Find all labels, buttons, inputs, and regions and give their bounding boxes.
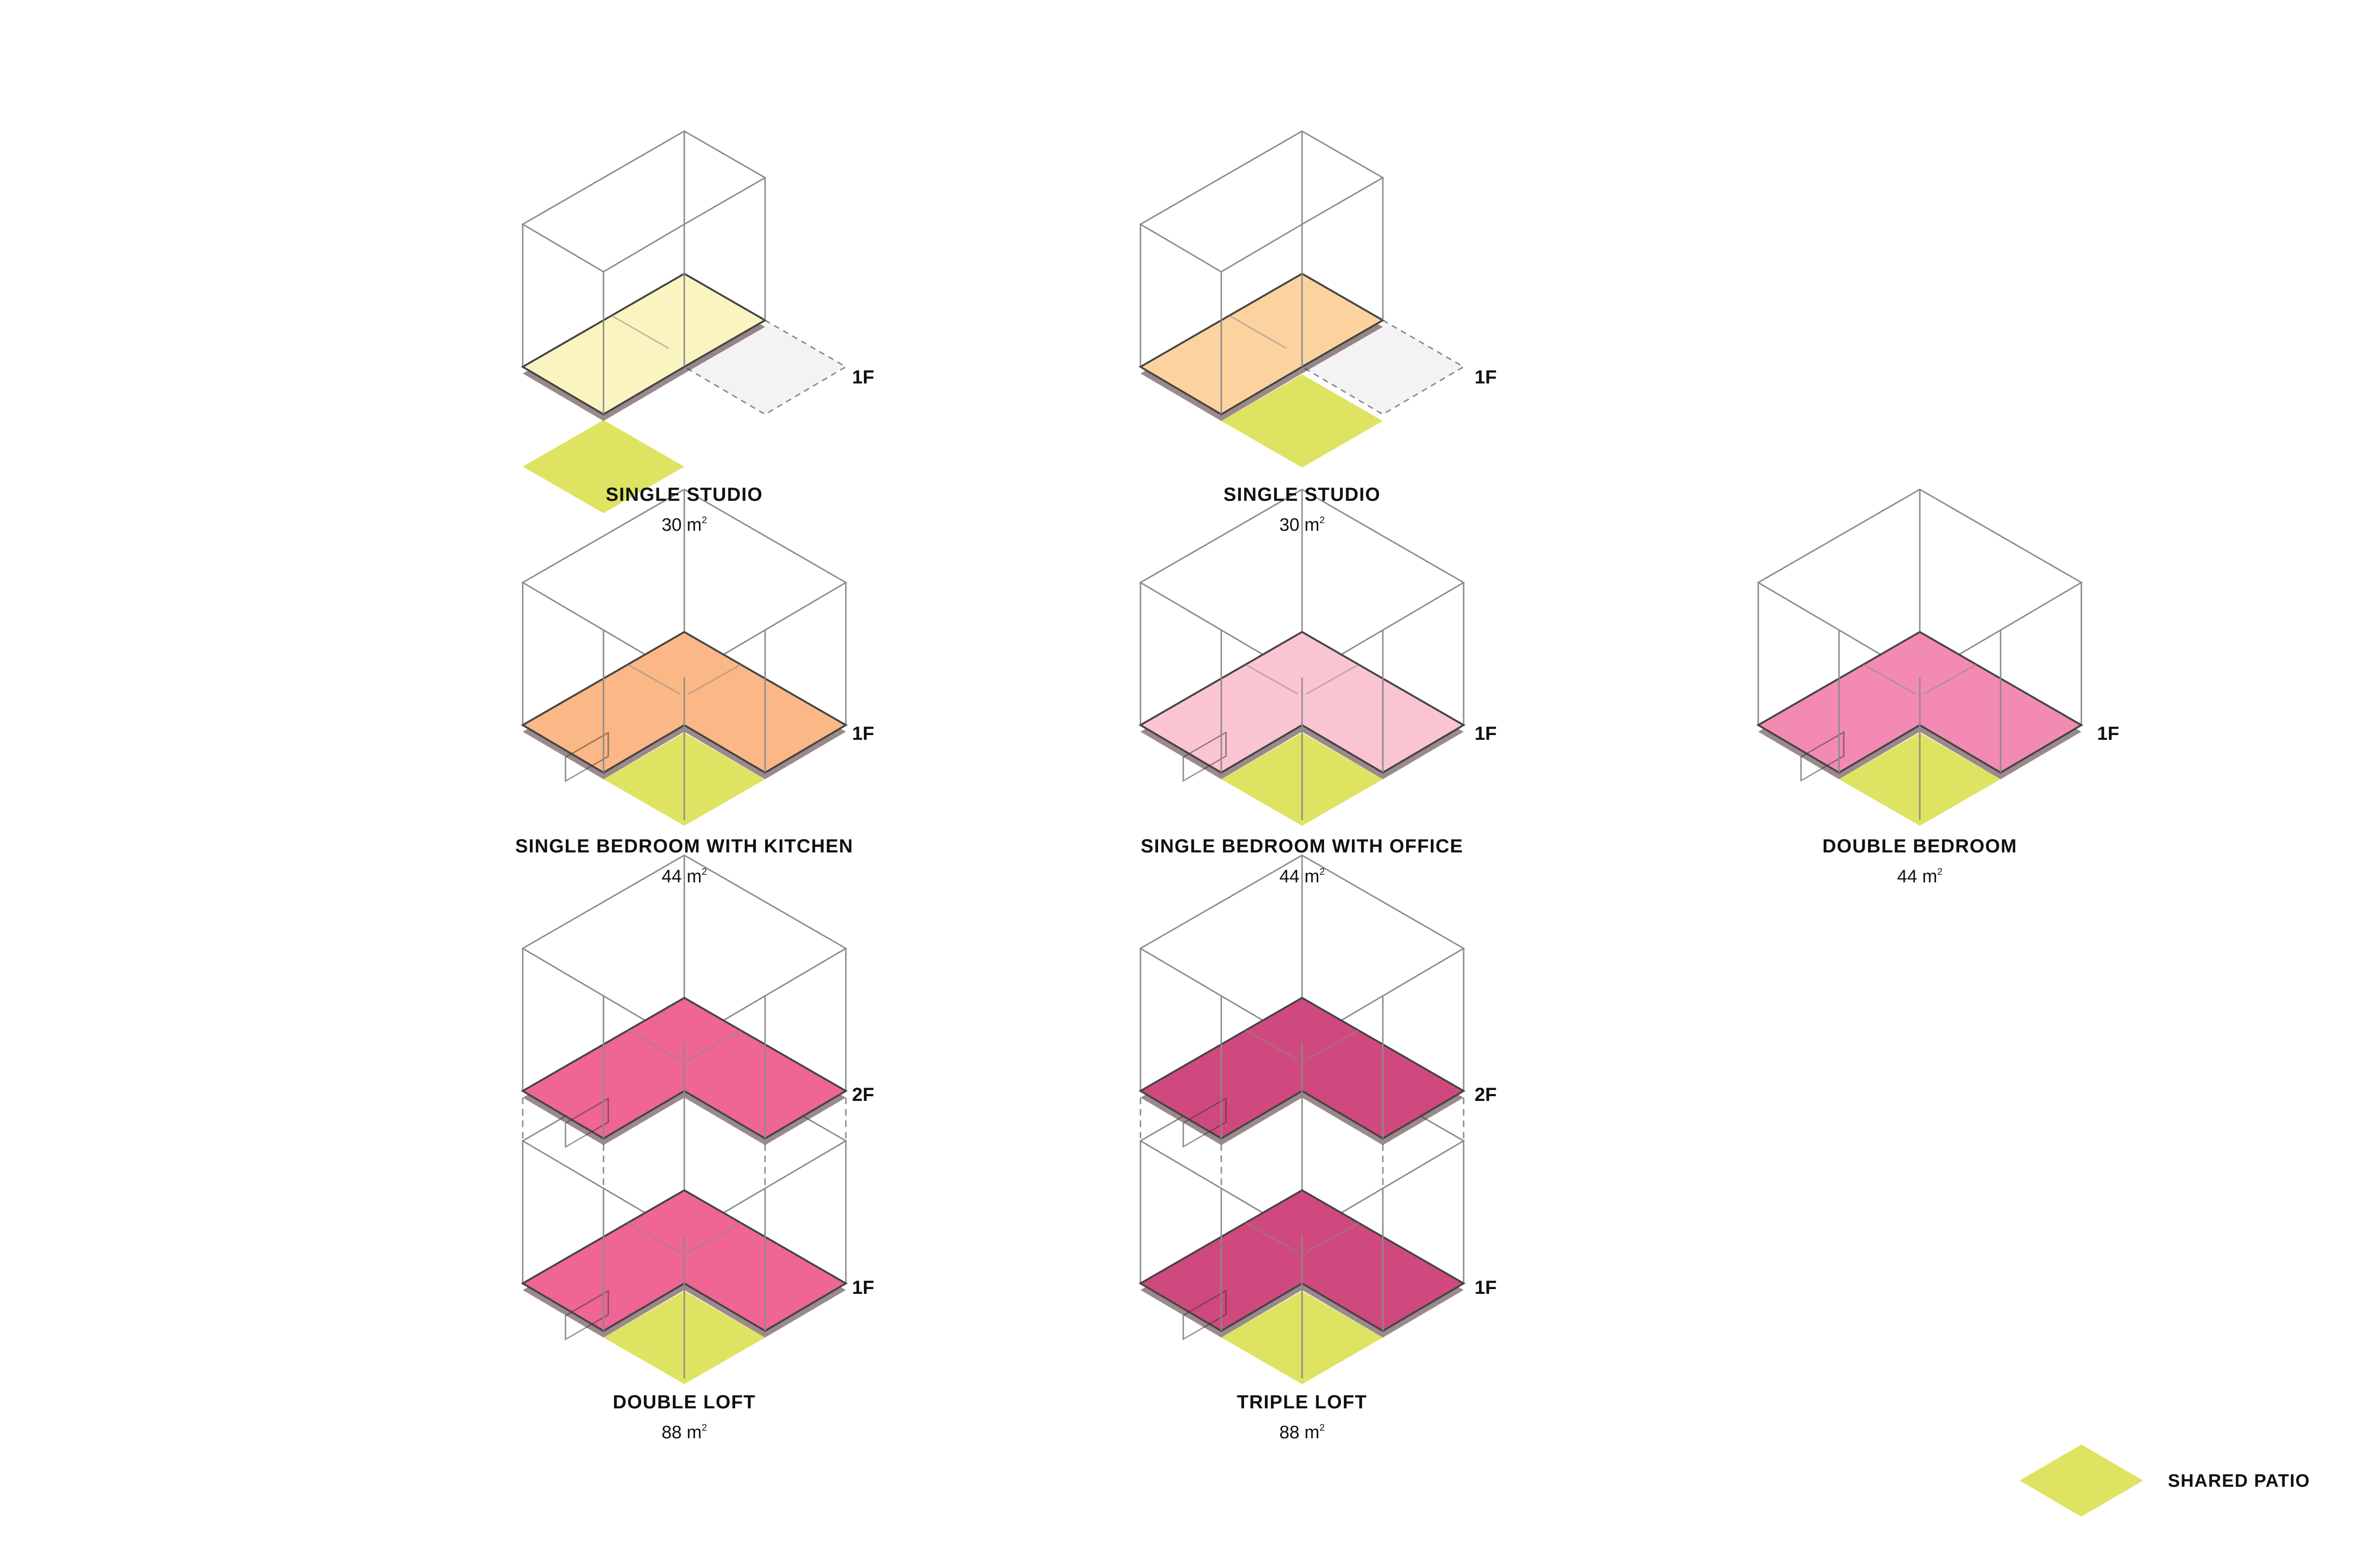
unit-area: 44 m2 [1897,867,1943,887]
floor-plan-lines [1182,1030,1359,1148]
unit-area: 88 m2 [1279,1423,1325,1443]
legend-swatch [2020,1444,2143,1517]
floor-tag-1f: 1F [852,367,874,388]
unit-label-single-bedroom-office: SINGLE BEDROOM WITH OFFICE 44 m2 [969,834,1635,890]
unit-title: TRIPLE LOFT [1236,1392,1368,1413]
floor-tag-1f: 1F [1475,367,1497,388]
unit-title: SINGLE BEDROOM WITH OFFICE [1140,836,1464,857]
unit-area: 44 m2 [661,867,707,887]
floor-plan-lines [565,1222,741,1341]
floor-plan-lines [1182,1222,1359,1340]
unit-axonometric [1756,488,2083,826]
furniture-outline [565,1290,609,1341]
floor-plan-lines [1800,664,1977,782]
unit-axonometric [521,488,848,826]
unit-title: DOUBLE BEDROOM [1822,836,2017,857]
unit-area: 44 m2 [1279,867,1325,887]
interior-wall [1863,664,1916,695]
furniture-outline [1182,1097,1227,1148]
unit-title: SINGLE STUDIO [1223,484,1381,505]
unit-title: SINGLE BEDROOM WITH KITCHEN [515,836,853,857]
interior-wall [1245,1222,1298,1253]
interior-wall [1924,664,1977,695]
interior-wall [611,315,669,349]
unit-label-triple-loft: TRIPLE LOFT 88 m2 [969,1390,1635,1446]
unit-axonometric [521,130,847,513]
unit-area: 30 m2 [661,515,707,535]
shared-patio [1221,374,1383,468]
furniture-outline [1182,1290,1227,1340]
floor-tag-2f: 2F [1475,1084,1497,1105]
unit-label-single-bedroom-kitchen: SINGLE BEDROOM WITH KITCHEN 44 m2 [352,834,1017,890]
floor-tag-1f: 1F [1475,723,1497,744]
interior-wall [627,1222,680,1253]
furniture-outline [1182,731,1227,782]
floor-plan-lines [611,315,669,349]
interior-wall [688,1222,741,1253]
unit-title: DOUBLE LOFT [613,1392,756,1413]
interior-wall [1245,664,1298,695]
unit-label-single-studio-2: SINGLE STUDIO 30 m2 [969,483,1635,539]
box-top [1139,130,1385,273]
interior-wall [688,664,741,695]
furniture-outline [1800,731,1845,782]
unit-axonometric [1139,488,1466,826]
loft-connectors [522,1098,847,1187]
floor-tag-1f: 1F [852,723,874,744]
floor-tag-1f: 1F [852,1277,874,1298]
box-top [521,130,767,273]
unit-area: 30 m2 [1279,515,1325,535]
unit-label-double-bedroom: DOUBLE BEDROOM 44 m2 [1587,834,2252,890]
furniture-outline [565,731,609,783]
floor-plan-lines [565,1030,741,1148]
unit-area: 88 m2 [661,1423,707,1443]
furniture-outline [565,1097,609,1148]
floor-slab [521,272,767,416]
unit-label-double-loft: DOUBLE LOFT 88 m2 [352,1390,1017,1446]
unit-axonometric [521,854,848,1186]
floor-plan-lines [565,664,741,783]
interior-wall [627,664,680,695]
unit-label-single-studio-1: SINGLE STUDIO 30 m2 [352,483,1017,539]
floor-tag-1f: 1F [2097,723,2119,744]
interior-wall [627,1030,680,1061]
unit-axonometric [1139,130,1465,468]
interior-wall [1306,664,1359,695]
unit-axonometric [1139,1047,1466,1384]
loft-connectors [1140,1098,1465,1187]
interior-wall [688,1030,741,1061]
interior-wall [1245,1030,1298,1061]
floor-tag-2f: 2F [852,1084,874,1105]
unit-title: SINGLE STUDIO [605,484,763,505]
unit-axonometric [1139,854,1466,1186]
interior-wall [1306,1222,1359,1253]
interior-wall [1229,315,1287,349]
floor-slab [1139,272,1385,416]
interior-wall [1306,1030,1359,1061]
shared-patio [523,420,684,513]
legend-label: SHARED PATIO [2168,1471,2310,1491]
floor-tag-1f: 1F [1475,1277,1497,1298]
floor-plan-lines [1229,315,1287,349]
unit-axonometric [521,1047,848,1384]
floor-plan-lines [1182,664,1359,782]
